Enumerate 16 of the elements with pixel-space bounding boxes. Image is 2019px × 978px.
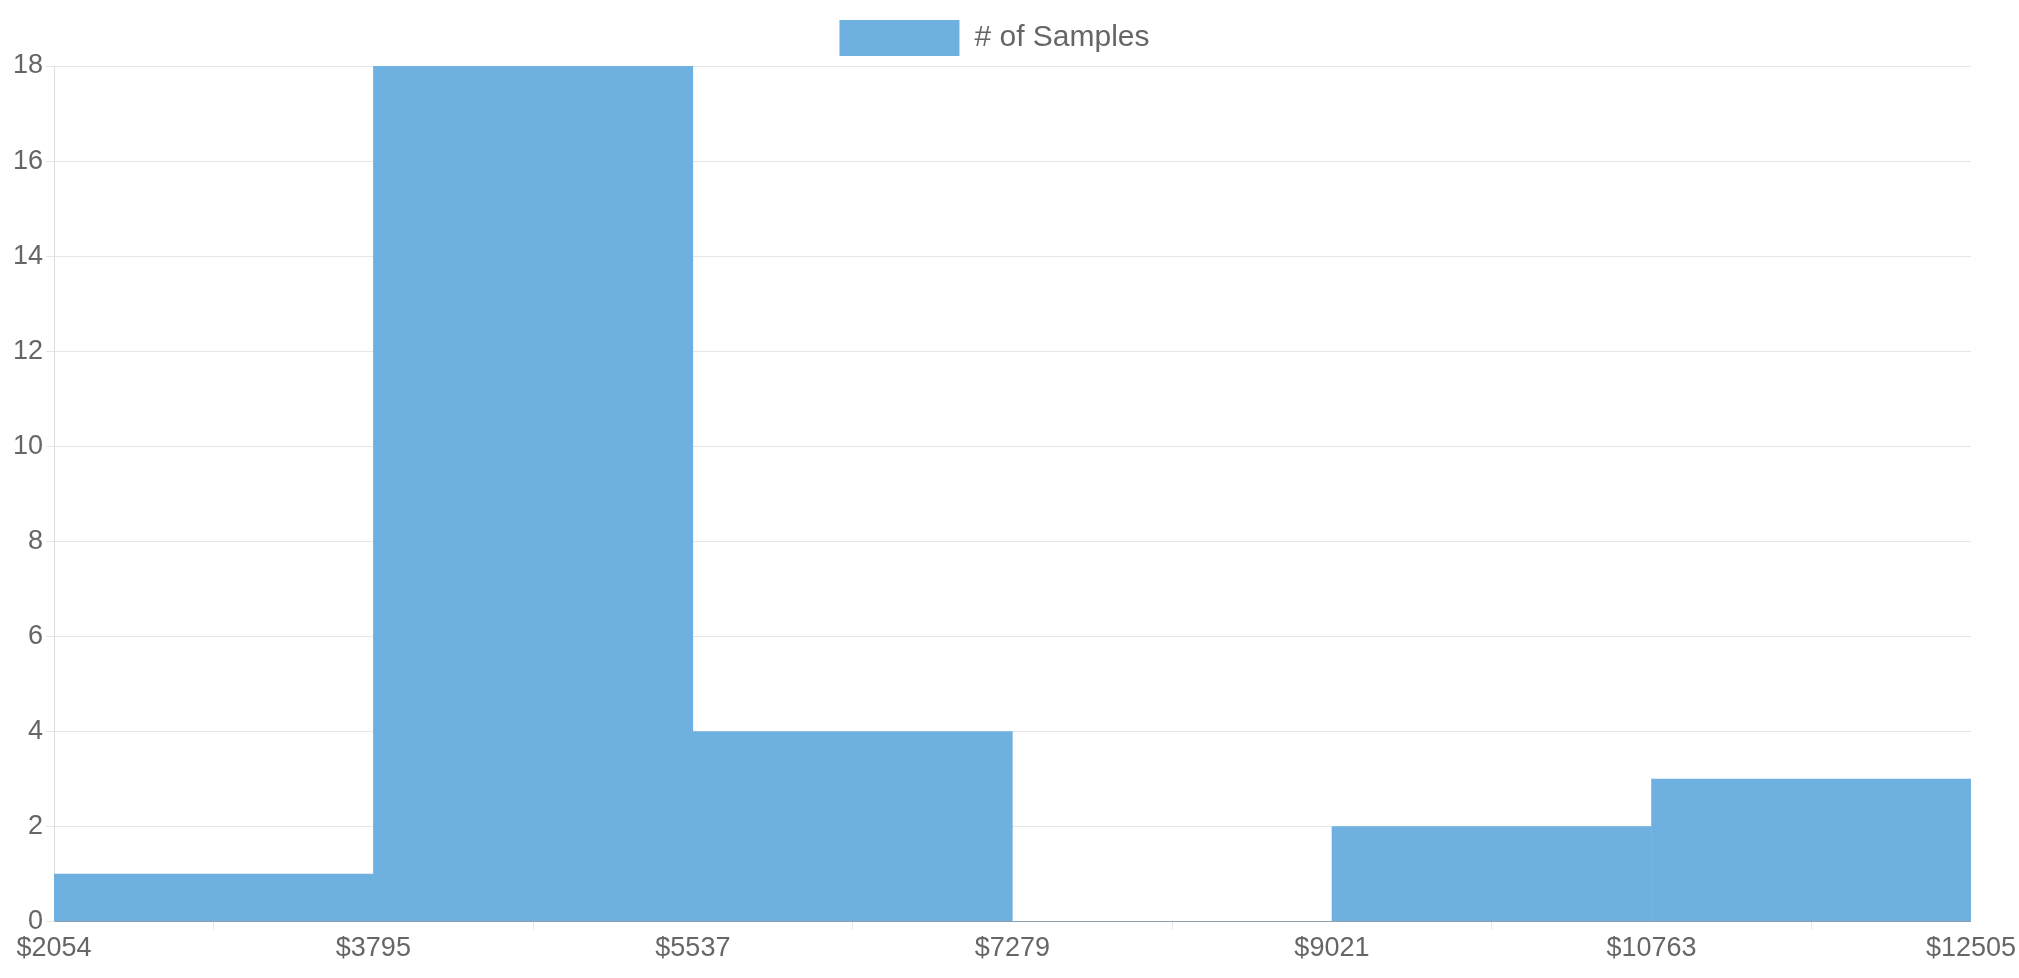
y-tick-label: 14: [12, 239, 44, 270]
x-tick-label: $10763: [1606, 932, 1697, 963]
x-tick-label: $7279: [974, 932, 1050, 963]
x-tick-label: $12505: [1925, 932, 2017, 963]
y-tick-label: 12: [12, 334, 44, 365]
x-tick-label: $5537: [655, 932, 731, 963]
y-tick-label: 10: [12, 429, 44, 460]
y-tick-label: 2: [28, 809, 44, 840]
legend-label: # of Samples: [974, 19, 1150, 53]
x-tick-label: $3795: [335, 932, 411, 963]
y-tick-label: 8: [28, 524, 44, 555]
x-tick-label: $9021: [1294, 932, 1370, 963]
y-tick-label: 4: [28, 714, 44, 745]
y-tick-label: 6: [28, 619, 44, 650]
y-tick-label: 18: [12, 49, 44, 80]
y-tick-label: 16: [12, 144, 44, 175]
